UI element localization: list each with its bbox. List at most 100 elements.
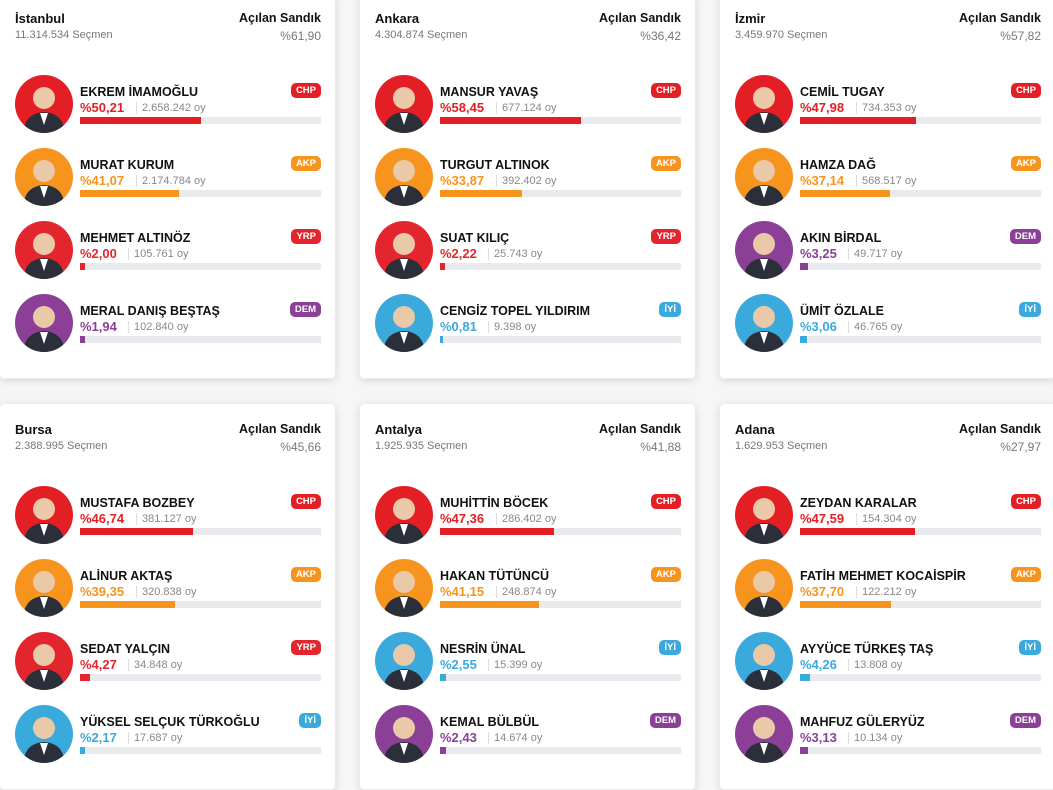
candidate-row[interactable]: MANSUR YAVAŞ CHP %58,45 677.124 oy [375,75,681,135]
vote-bar-track [800,674,1041,681]
vote-bar-track [440,263,681,270]
candidate-avatar [375,705,433,763]
voter-number: 1.925.935 [375,440,424,452]
party-badge: CHP [290,494,321,509]
vote-bar-track [440,601,681,608]
vote-number: 25.743 [494,248,528,260]
party-badge: AKP [290,156,321,171]
vote-bar-fill [800,528,915,535]
candidate-row[interactable]: YÜKSEL SELÇUK TÜRKOĞLU İYİ %2,17 17.687 … [15,705,321,765]
opened-ballots: Açılan Sandık %27,97 [959,422,1041,454]
city-header: Ankara 4.304.874 Seçmen Açılan Sandık %3… [375,11,681,51]
candidate-avatar [735,705,793,763]
vote-percent: %1,94 [80,319,117,334]
voter-count: 2.388.995 Seçmen [15,440,321,452]
candidate-avatar [375,148,433,206]
vote-count: 17.687 oy [128,732,182,744]
vote-suffix: oy [904,175,917,187]
candidate-avatar [735,486,793,544]
candidate-row[interactable]: CEMİL TUGAY CHP %47,98 734.353 oy [735,75,1041,135]
candidate-name: KEMAL BÜLBÜL [440,715,540,729]
city-name: Ankara [375,11,420,26]
city-card[interactable]: İstanbul 11.314.534 Seçmen Açılan Sandık… [0,0,336,379]
vote-number: 2.174.784 [142,175,191,187]
party-badge: CHP [290,83,321,98]
opened-value: %57,82 [1000,29,1041,43]
city-card[interactable]: Ankara 4.304.874 Seçmen Açılan Sandık %3… [359,0,696,379]
vote-number: 568.517 [862,175,902,187]
candidate-row[interactable]: SUAT KILIÇ YRP %2,22 25.743 oy [375,221,681,281]
city-card[interactable]: İzmir 3.459.970 Seçmen Açılan Sandık %57… [719,0,1053,379]
candidate-name: NESRİN ÜNAL [440,642,526,656]
candidate-row[interactable]: MAHFUZ GÜLERYÜZ DEM %3,13 10.134 oy [735,705,1041,765]
opened-value: %36,42 [640,29,681,43]
candidate-row[interactable]: SEDAT YALÇIN YRP %4,27 34.848 oy [15,632,321,692]
vote-count: 2.174.784 oy [136,175,206,187]
city-name: Bursa [15,422,52,437]
vote-suffix: oy [890,732,903,744]
candidate-row[interactable]: EKREM İMAMOĞLU CHP %50,21 2.658.242 oy [15,75,321,135]
voter-number: 3.459.970 [735,29,784,41]
party-badge: YRP [291,640,321,655]
vote-number: 381.127 [142,513,182,525]
candidate-row[interactable]: MUSTAFA BOZBEY CHP %46,74 381.127 oy [15,486,321,546]
opened-ballots: Açılan Sandık %57,82 [959,11,1041,43]
candidate-row[interactable]: MEHMET ALTINÖZ YRP %2,00 105.761 oy [15,221,321,281]
city-card[interactable]: Bursa 2.388.995 Seçmen Açılan Sandık %45… [0,403,336,790]
vote-count: 568.517 oy [856,175,916,187]
candidate-row[interactable]: ALİNUR AKTAŞ AKP %39,35 320.838 oy [15,559,321,619]
city-card[interactable]: Antalya 1.925.935 Seçmen Açılan Sandık %… [359,403,696,790]
candidate-row[interactable]: MURAT KURUM AKP %41,07 2.174.784 oy [15,148,321,208]
vote-bar-track [440,528,681,535]
candidate-row[interactable]: HAMZA DAĞ AKP %37,14 568.517 oy [735,148,1041,208]
vote-number: 154.304 [862,513,902,525]
candidate-row[interactable]: HAKAN TÜTÜNCÜ AKP %41,15 248.874 oy [375,559,681,619]
opened-ballots: Açılan Sandık %45,66 [239,422,321,454]
candidate-name: TURGUT ALTINOK [440,158,550,172]
candidate-row[interactable]: MUHİTTİN BÖCEK CHP %47,36 286.402 oy [375,486,681,546]
vote-suffix: oy [176,248,189,260]
vote-percent: %2,43 [440,730,477,745]
candidate-row[interactable]: ÜMİT ÖZLALE İYİ %3,06 46.765 oy [735,294,1041,354]
candidate-avatar [375,75,433,133]
candidate-row[interactable]: FATİH MEHMET KOCAİSPİR AKP %37,70 122.21… [735,559,1041,619]
candidate-avatar [15,705,73,763]
vote-count: 2.658.242 oy [136,102,206,114]
vote-bar-fill [80,117,201,124]
vote-percent: %37,70 [800,584,845,599]
candidate-avatar [15,75,73,133]
candidate-row[interactable]: MERAL DANIŞ BEŞTAŞ DEM %1,94 102.840 oy [15,294,321,354]
candidate-row[interactable]: CENGİZ TOPEL YILDIRIM İYİ %0,81 9.398 oy [375,294,681,354]
candidate-name: MAHFUZ GÜLERYÜZ [800,715,925,729]
opened-label: Açılan Sandık [599,11,681,25]
vote-bar-track [80,747,321,754]
vote-percent: %3,06 [800,319,837,334]
vote-count: 13.808 oy [848,659,902,671]
voter-suffix: Seçmen [67,440,108,452]
candidate-row[interactable]: AYYÜCE TÜRKEŞ TAŞ İYİ %4,26 13.808 oy [735,632,1041,692]
candidate-row[interactable]: ZEYDAN KARALAR CHP %47,59 154.304 oy [735,486,1041,546]
vote-number: 105.761 [134,248,174,260]
vote-count: 102.840 oy [128,321,188,333]
vote-bar-track [800,117,1041,124]
opened-value: %61,90 [280,29,321,43]
vote-suffix: oy [194,175,206,187]
candidate-name: MURAT KURUM [80,158,175,172]
vote-number: 122.212 [862,586,902,598]
vote-count: 14.674 oy [488,732,542,744]
vote-count: 15.399 oy [488,659,542,671]
candidate-row[interactable]: TURGUT ALTINOK AKP %33,87 392.402 oy [375,148,681,208]
party-badge: CHP [1010,83,1041,98]
city-card[interactable]: Adana 1.629.953 Seçmen Açılan Sandık %27… [719,403,1053,790]
candidate-avatar [735,294,793,352]
candidate-row[interactable]: AKIN BİRDAL DEM %3,25 49.717 oy [735,221,1041,281]
candidate-row[interactable]: KEMAL BÜLBÜL DEM %2,43 14.674 oy [375,705,681,765]
vote-bar-track [440,190,681,197]
vote-percent: %4,26 [800,657,837,672]
opened-ballots: Açılan Sandık %36,42 [599,11,681,43]
candidate-avatar [735,75,793,133]
vote-bar-fill [440,528,555,535]
candidate-avatar [15,148,73,206]
candidate-row[interactable]: NESRİN ÜNAL İYİ %2,55 15.399 oy [375,632,681,692]
party-badge: AKP [1010,567,1041,582]
